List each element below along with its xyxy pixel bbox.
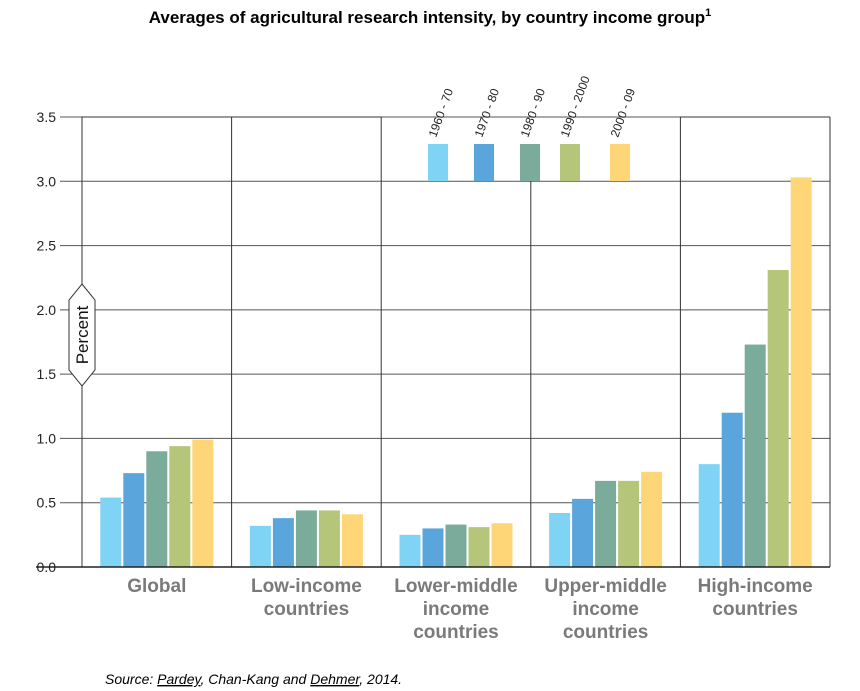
y-axis-label-text: Percent [73, 305, 92, 364]
x-category-label: Global [127, 576, 186, 597]
legend-swatch [610, 144, 630, 181]
y-axis-label: Percent [68, 283, 96, 387]
bar [744, 344, 766, 567]
y-tick-label: 3.5 [37, 109, 57, 125]
x-category-label-line: Lower-middle [394, 576, 518, 597]
bar [100, 497, 122, 567]
bar [618, 480, 640, 567]
x-category-label-line: Low-income [251, 576, 362, 597]
legend-swatch [428, 144, 448, 181]
bar [491, 523, 513, 567]
y-tick-label: 3.0 [37, 173, 57, 189]
legend-label: 1980 - 90 [518, 86, 549, 139]
bar [192, 439, 214, 567]
bar [295, 510, 317, 567]
y-tick-label: 0.5 [37, 495, 57, 511]
source-suffix: , 2014. [359, 671, 402, 687]
legend-label: 1970 - 80 [472, 86, 503, 139]
x-category-label-line: Global [127, 576, 186, 597]
bar [146, 451, 168, 567]
x-category-label: Lower-middle income countries [394, 576, 518, 643]
legend-swatch [560, 144, 580, 181]
bar [595, 480, 617, 567]
grid-layer [60, 116, 831, 567]
legend-label: 1960 - 70 [426, 86, 457, 139]
bar [767, 270, 789, 567]
bar [549, 513, 571, 567]
source-author-2: Dehmer [310, 671, 361, 687]
bars-layer [100, 177, 812, 567]
bar [641, 471, 663, 567]
x-category-label-line: countries [563, 622, 649, 643]
legend-label: 1990 - 2000 [558, 74, 593, 139]
x-category-label-line: countries [264, 599, 350, 620]
x-category-label-line: income [423, 599, 490, 620]
source-note: Source: Pardey, Chan-Kang and Dehmer, 20… [105, 671, 402, 687]
x-category-label-line: High-income [698, 576, 813, 597]
y-tick-label: 1.5 [37, 366, 57, 382]
bar [445, 524, 467, 567]
source-author-1: Pardey [157, 671, 202, 687]
bar [422, 528, 444, 567]
bar [468, 527, 490, 567]
bar [123, 473, 145, 567]
chart-title-superscript: 1 [705, 7, 711, 19]
y-tick-label: 2.0 [37, 302, 57, 318]
y-axis-label-shape [68, 283, 96, 387]
bar [169, 446, 191, 567]
bar [721, 412, 743, 567]
x-category-label-line: income [572, 599, 639, 620]
source-middle: , Chan-Kang and [200, 671, 310, 687]
x-category-label-line: Upper-middle [544, 576, 666, 597]
bar [318, 510, 340, 567]
x-category-label: Upper-middle income countries [544, 576, 666, 643]
bar [272, 518, 294, 567]
x-category-label-line: countries [712, 599, 798, 620]
legend-swatch [474, 144, 494, 181]
bar [341, 514, 363, 567]
x-category-label-line: countries [413, 622, 499, 643]
bar [249, 525, 271, 567]
chart-title: Averages of agricultural research intens… [149, 7, 712, 27]
bar [790, 177, 812, 567]
x-category-label: High-income countries [698, 576, 813, 620]
chart-title-text: Averages of agricultural research intens… [149, 8, 705, 27]
x-category-label: Low-income countries [251, 576, 362, 620]
bar [399, 534, 421, 567]
legend: 1960 - 70 1970 - 80 1980 - 90 1990 - 2000 20… [426, 74, 639, 181]
legend-swatch [520, 144, 540, 181]
bar [572, 498, 594, 567]
legend-label: 2000 - 09 [608, 86, 639, 139]
y-tick-label: 2.5 [37, 238, 57, 254]
y-tick-label: 1.0 [37, 430, 57, 446]
source-prefix: Source: [105, 671, 157, 687]
bar [698, 464, 720, 567]
